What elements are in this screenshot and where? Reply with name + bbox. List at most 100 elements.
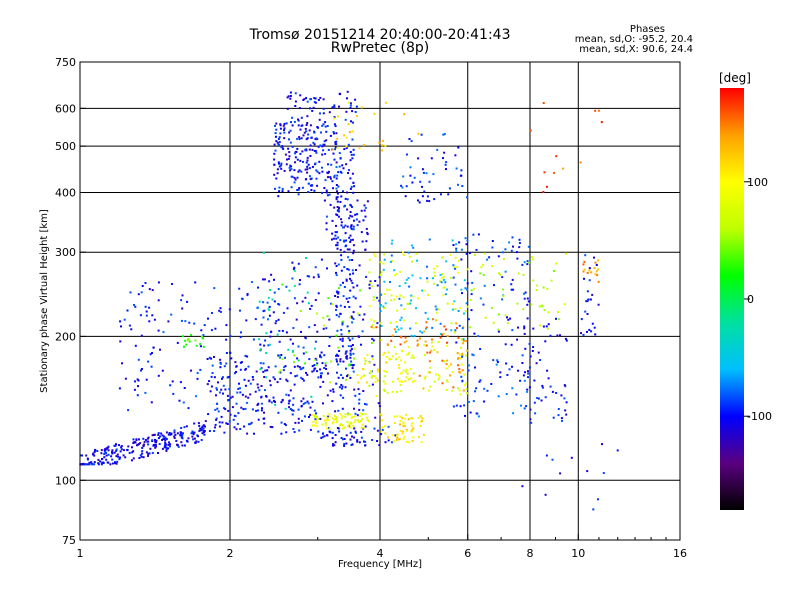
data-point	[396, 434, 399, 437]
data-point	[332, 237, 335, 240]
data-point	[398, 356, 401, 359]
data-point	[148, 306, 151, 309]
data-point	[349, 151, 352, 153]
data-point	[274, 365, 277, 368]
data-point	[280, 401, 283, 404]
data-point	[404, 424, 406, 427]
data-point	[445, 367, 448, 370]
data-point	[316, 312, 319, 315]
data-point	[505, 362, 508, 365]
data-point	[310, 189, 313, 191]
data-point	[202, 345, 205, 348]
data-point	[319, 354, 322, 357]
data-point	[161, 369, 164, 372]
data-point	[194, 339, 197, 342]
data-point	[145, 314, 148, 317]
data-point	[308, 167, 311, 170]
data-point	[335, 244, 338, 247]
data-point	[263, 278, 266, 281]
data-point	[461, 379, 464, 382]
data-point	[396, 438, 399, 441]
data-point	[282, 148, 285, 150]
data-point	[264, 389, 266, 392]
data-point	[314, 418, 317, 421]
data-point	[356, 224, 359, 227]
data-point	[385, 101, 388, 104]
data-point	[186, 300, 189, 303]
data-point	[325, 368, 328, 370]
data-point	[530, 303, 533, 306]
data-point	[529, 129, 532, 132]
data-point	[349, 438, 352, 441]
data-point	[239, 391, 242, 394]
data-point	[340, 258, 343, 261]
data-point	[111, 451, 114, 454]
data-point	[337, 292, 340, 295]
data-point	[425, 327, 427, 330]
data-point	[170, 433, 173, 436]
data-point	[588, 279, 591, 282]
data-point	[406, 372, 409, 375]
data-point	[333, 104, 336, 107]
data-point	[384, 441, 387, 444]
data-point	[434, 274, 436, 277]
data-point	[243, 378, 246, 381]
data-point	[314, 419, 317, 422]
data-point	[371, 383, 374, 386]
data-point	[506, 374, 509, 376]
data-point	[313, 424, 316, 427]
data-point	[510, 343, 513, 346]
data-point	[563, 303, 566, 306]
data-point	[533, 401, 536, 404]
data-point	[199, 368, 202, 371]
data-point	[290, 121, 292, 124]
data-point	[463, 404, 466, 407]
data-point	[296, 137, 299, 140]
data-point	[349, 431, 352, 434]
data-point	[325, 191, 328, 194]
data-point	[293, 431, 296, 433]
data-point	[497, 272, 500, 275]
data-point	[416, 339, 419, 342]
data-point	[351, 269, 354, 272]
data-point	[358, 220, 361, 223]
data-point	[90, 461, 93, 464]
data-point	[511, 236, 514, 239]
data-point	[505, 393, 508, 395]
data-point	[499, 376, 502, 379]
x-axis-label: Frequency [MHz]	[338, 559, 422, 570]
data-point	[506, 322, 509, 325]
data-point	[444, 293, 447, 296]
data-point	[148, 288, 151, 291]
data-point	[309, 428, 312, 431]
data-point	[411, 439, 414, 442]
data-point	[341, 407, 344, 410]
data-point	[93, 450, 96, 453]
data-point	[450, 329, 453, 332]
data-point	[426, 199, 429, 202]
data-point	[203, 430, 206, 432]
data-point	[306, 122, 309, 124]
colorbar-tick-label: -100	[747, 410, 772, 423]
data-point	[264, 339, 267, 342]
data-point	[314, 162, 317, 165]
data-point	[294, 178, 297, 181]
data-point	[294, 105, 297, 107]
data-point	[356, 374, 359, 376]
data-point	[363, 204, 366, 207]
data-point	[405, 368, 408, 371]
data-point	[275, 320, 278, 322]
data-point	[260, 409, 263, 412]
data-point	[395, 390, 398, 393]
data-point	[455, 341, 458, 344]
data-point	[411, 274, 414, 277]
data-point	[349, 354, 352, 356]
data-point	[257, 386, 260, 389]
data-point	[110, 455, 113, 458]
data-point	[361, 240, 364, 243]
data-point	[372, 298, 375, 301]
data-point	[434, 305, 437, 308]
data-point	[111, 462, 114, 465]
data-point	[263, 344, 266, 347]
data-point	[564, 337, 567, 340]
